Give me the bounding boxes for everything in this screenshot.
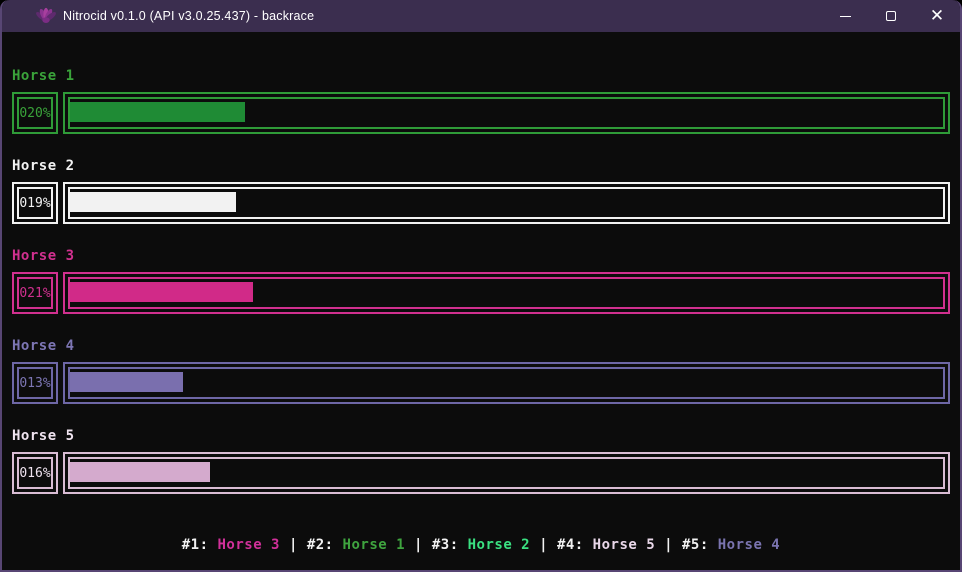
rank-separator [280, 537, 289, 554]
window-controls: ✕ [822, 0, 960, 32]
horse-percent-value: 021% [19, 285, 51, 301]
horse-progress-bar [63, 92, 950, 134]
horse-section-1: Horse 1 020% [12, 68, 950, 134]
rank-horse-name: Horse 5 [592, 537, 656, 553]
close-icon: ✕ [929, 5, 945, 26]
rank-separator: | [414, 537, 423, 553]
horse-section-4: Horse 4 013% [12, 338, 950, 404]
horse-label: Horse 2 [12, 158, 75, 174]
horse-progress-bar [63, 272, 950, 314]
window-title: Nitrocid v0.1.0 (API v3.0.25.437) - back… [63, 9, 315, 23]
horse-progress-bar [63, 182, 950, 224]
horse-progress-bar [63, 362, 950, 404]
rank-horse-name: Horse 3 [217, 537, 280, 553]
horse-progress-fill [70, 462, 210, 482]
horse-progress-fill [70, 282, 254, 302]
rank-horse-name: Horse 2 [467, 537, 531, 553]
horse-row: 013% [12, 362, 950, 404]
horse-section-3: Horse 3 021% [12, 248, 950, 314]
minimize-icon [839, 15, 851, 17]
horse-label: Horse 4 [12, 338, 75, 354]
horse-label: Horse 1 [12, 68, 75, 84]
app-logo-icon [36, 7, 56, 25]
rank-position: #1: [181, 537, 209, 553]
horse-progress-bar [63, 452, 950, 494]
rank-position: #2: [306, 537, 334, 553]
minimize-button[interactable] [822, 0, 868, 32]
horse-percent-box: 016% [12, 452, 58, 494]
rank-horse-name: Horse 4 [717, 537, 781, 553]
maximize-button[interactable] [868, 0, 914, 32]
rank-separator [405, 537, 414, 554]
horse-percent-box: 021% [12, 272, 58, 314]
horse-row: 016% [12, 452, 950, 494]
horse-label: Horse 5 [12, 428, 75, 444]
horse-percent-box: 020% [12, 92, 58, 134]
rank-separator: | [288, 537, 298, 553]
horse-row: 020% [12, 92, 950, 134]
rank-separator [530, 537, 539, 554]
horse-row: 019% [12, 182, 950, 224]
maximize-icon [886, 11, 896, 21]
horse-percent-box: 013% [12, 362, 58, 404]
rank-separator: | [539, 537, 548, 553]
horse-label: Horse 3 [12, 248, 75, 264]
rank-separator: | [664, 537, 674, 553]
horse-percent-value: 013% [19, 375, 51, 391]
horse-progress-fill [70, 102, 245, 122]
rank-position: #4: [556, 537, 584, 553]
horse-percent-value: 019% [19, 195, 51, 211]
race-ranking: #1: Horse 3 | #2: Horse 1 | #3: Horse 2 … [12, 537, 950, 554]
horse-section-2: Horse 2 019% [12, 158, 950, 224]
rank-position: #5: [682, 537, 709, 553]
rank-horse-name: Horse 1 [342, 537, 406, 553]
title-bar[interactable]: Nitrocid v0.1.0 (API v3.0.25.437) - back… [2, 0, 960, 32]
horse-section-5: Horse 5 016% [12, 428, 950, 494]
terminal-content: Horse 1 020% Horse 2 019% [2, 32, 960, 554]
horse-percent-value: 016% [19, 465, 51, 481]
horse-row: 021% [12, 272, 950, 314]
horse-progress-fill [70, 192, 236, 212]
horse-progress-fill [70, 372, 184, 392]
rank-separator [655, 537, 664, 554]
horse-percent-value: 020% [19, 105, 51, 121]
rank-position: #3: [431, 537, 459, 553]
horse-percent-box: 019% [12, 182, 58, 224]
close-button[interactable]: ✕ [914, 0, 960, 32]
